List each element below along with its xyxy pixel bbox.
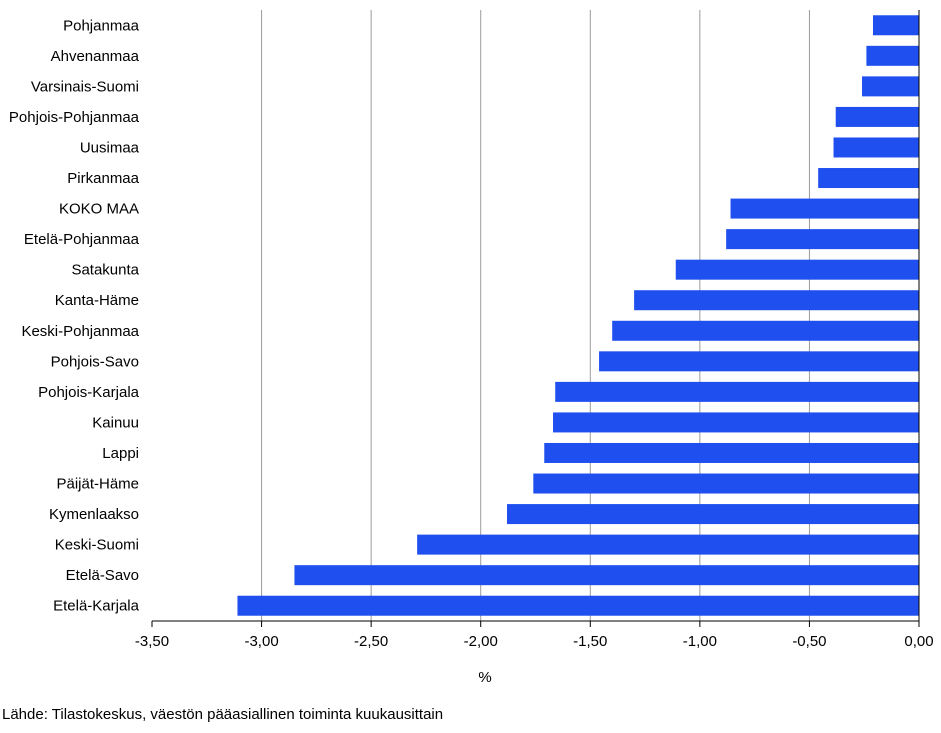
bar bbox=[833, 137, 919, 158]
tick-label: -2,50 bbox=[354, 633, 388, 650]
bar bbox=[818, 168, 919, 189]
bar bbox=[634, 290, 919, 311]
bar bbox=[599, 351, 919, 372]
category-label: Pohjanmaa bbox=[63, 17, 140, 34]
bar bbox=[507, 504, 919, 525]
tick-label: -3,00 bbox=[244, 633, 278, 650]
category-label: Lappi bbox=[102, 445, 139, 462]
tick-label: 0,00 bbox=[904, 633, 933, 650]
category-label: Kymenlaakso bbox=[49, 506, 139, 523]
category-label: Satakunta bbox=[71, 262, 139, 279]
category-label: Pohjois-Karjala bbox=[38, 384, 140, 401]
bar bbox=[835, 106, 919, 127]
bars bbox=[237, 15, 920, 616]
category-label: Varsinais-Suomi bbox=[31, 78, 139, 95]
bar bbox=[417, 534, 919, 555]
tick-label: -1,50 bbox=[573, 633, 607, 650]
bar bbox=[730, 198, 919, 219]
bar bbox=[872, 15, 919, 36]
category-label: Päijät-Häme bbox=[56, 476, 139, 493]
category-label: Ahvenanmaa bbox=[51, 48, 140, 65]
x-axis-title: % bbox=[478, 669, 491, 686]
tick-label: -0,50 bbox=[792, 633, 826, 650]
category-label: Etelä-Savo bbox=[66, 567, 139, 584]
category-label: Pohjois-Pohjanmaa bbox=[9, 109, 140, 126]
grid-lines bbox=[261, 10, 920, 621]
category-label: Kanta-Häme bbox=[55, 292, 139, 309]
bar-chart: Pohjanmaa Ahvenanmaa Varsinais-Suomi Pohjoi… bbox=[9, 10, 934, 686]
bar bbox=[862, 76, 919, 97]
category-label: Etelä-Pohjanmaa bbox=[24, 231, 140, 248]
category-label: Etelä-Karjala bbox=[53, 598, 140, 615]
bar bbox=[866, 45, 919, 66]
bar bbox=[544, 442, 919, 463]
category-label: Keski-Suomi bbox=[55, 537, 139, 554]
bar bbox=[675, 259, 919, 280]
tick-label: -2,00 bbox=[464, 633, 498, 650]
bar bbox=[553, 412, 919, 433]
category-label: Uusimaa bbox=[80, 139, 140, 156]
tick-label: -3,50 bbox=[135, 633, 169, 650]
category-labels: Pohjanmaa Ahvenanmaa Varsinais-Suomi Pohjoi… bbox=[9, 17, 140, 614]
category-label: Kainuu bbox=[92, 414, 139, 431]
category-label: Keski-Pohjanmaa bbox=[21, 323, 139, 340]
bar bbox=[612, 320, 919, 341]
bar bbox=[294, 565, 919, 586]
tick-label: -1,00 bbox=[683, 633, 717, 650]
x-axis: -3,50 -3,00 -2,50 -2,00 -1,50 -1,00 -0,50 0,00 bbox=[135, 10, 934, 650]
bar bbox=[555, 381, 919, 402]
category-label: KOKO MAA bbox=[59, 201, 139, 218]
category-label: Pirkanmaa bbox=[67, 170, 139, 187]
bar bbox=[237, 595, 920, 616]
bar bbox=[726, 229, 919, 250]
bar bbox=[533, 473, 919, 494]
source-note: Lähde: Tilastokeskus, väestön pääasialli… bbox=[2, 706, 444, 723]
category-label: Pohjois-Savo bbox=[51, 353, 139, 370]
